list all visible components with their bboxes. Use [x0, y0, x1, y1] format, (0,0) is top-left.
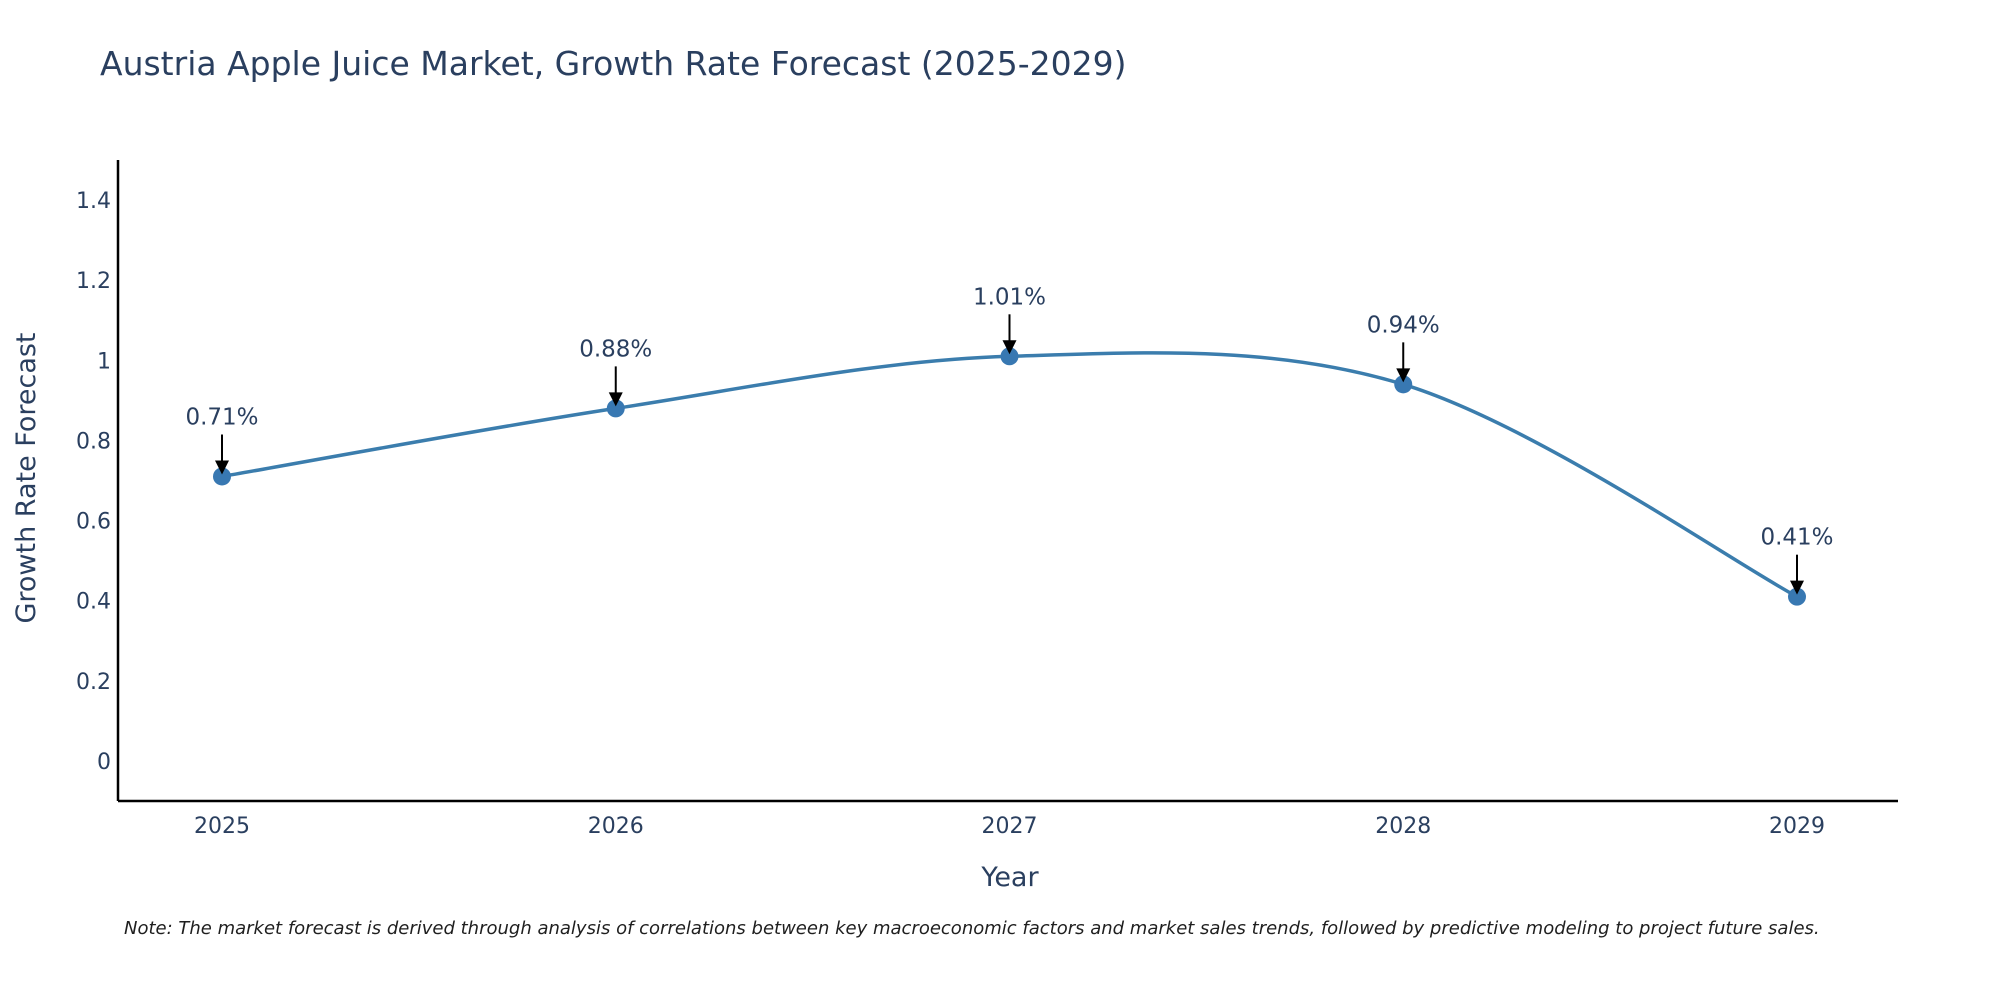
data-labels: 0.71% 0.88% 1.01% 0.94% 0.41%: [185, 284, 1834, 595]
tick-labels: 0 0.2 0.4 0.6 0.8 1 1.2 1.4 2025 2026 2027 2028 2029: [76, 189, 1825, 839]
chart-note: Note: The market forecast is derived thr…: [124, 918, 1820, 939]
data-label: 1.01%: [973, 284, 1046, 310]
x-tick-label: 2025: [194, 814, 250, 839]
x-tick-label: 2029: [1769, 814, 1825, 839]
series: [213, 347, 1806, 606]
data-label: 0.94%: [1367, 312, 1440, 338]
axes: [116, 160, 1898, 803]
y-tick-label: 0: [97, 750, 111, 775]
data-label: 0.71%: [185, 404, 258, 430]
y-tick-label: 0.6: [76, 510, 111, 535]
data-point: [606, 399, 625, 418]
data-point: [213, 467, 231, 486]
annotation-arrow-head: [1002, 340, 1017, 355]
y-tick-label: 1: [97, 349, 111, 374]
y-tick-label: 0.2: [76, 670, 111, 695]
y-tick-label: 1.4: [76, 189, 111, 214]
y-tick-label: 1.2: [76, 269, 111, 294]
data-label: 0.88%: [579, 336, 652, 362]
x-tick-label: 2026: [588, 814, 644, 839]
y-tick-label: 0.4: [76, 590, 111, 615]
data-point: [1788, 587, 1806, 606]
x-tick-label: 2028: [1375, 814, 1431, 839]
chart-title: Austria Apple Juice Market, Growth Rate …: [100, 44, 1127, 83]
data-point: [1000, 347, 1019, 366]
annotation-arrow-head: [1790, 580, 1804, 595]
y-axis-title: Growth Rate Forecast: [11, 332, 42, 623]
annotation-arrow-head: [215, 460, 229, 475]
y-tick-label: 0.8: [76, 429, 111, 454]
data-label: 0.41%: [1760, 525, 1833, 551]
annotation-arrow-head: [608, 392, 623, 407]
annotation-arrow-head: [1396, 368, 1411, 383]
series-line: [221, 351, 1798, 599]
data-point: [1394, 375, 1413, 394]
x-tick-label: 2027: [982, 814, 1038, 839]
x-axis-title: Year: [980, 862, 1039, 893]
